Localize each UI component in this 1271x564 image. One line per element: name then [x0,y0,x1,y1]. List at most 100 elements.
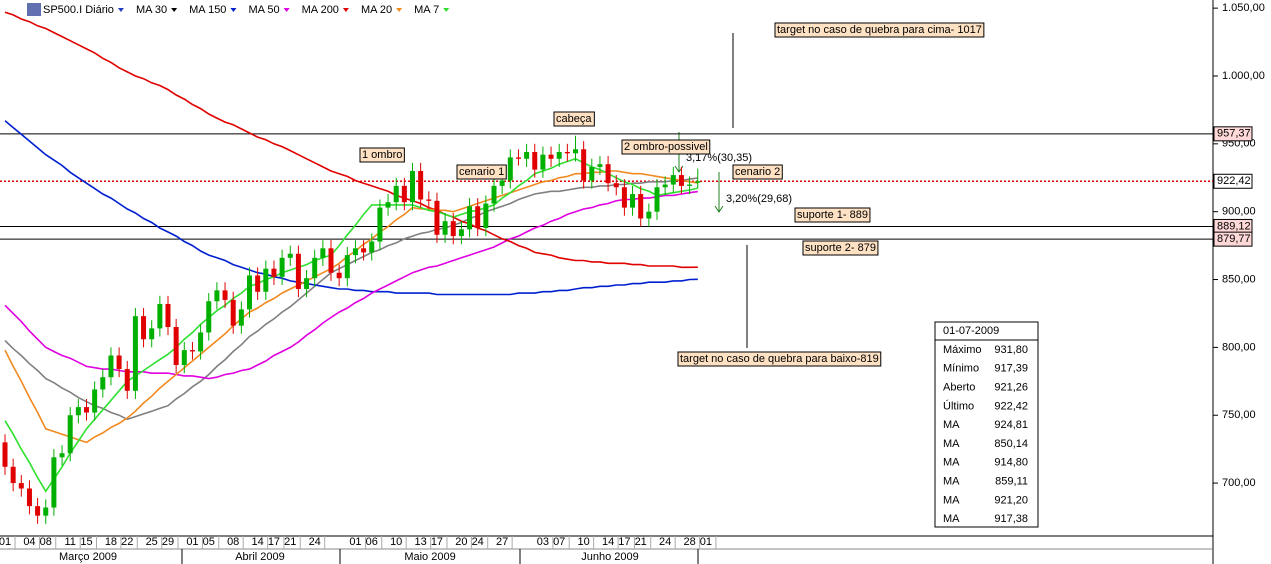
info-label: Mínimo [943,363,979,375]
legend-dropdown[interactable] [342,8,349,12]
info-value: 917,38 [994,513,1028,525]
legend-entry[interactable]: MA 50 [248,4,279,16]
legend-entry[interactable]: MA 150 [189,4,226,16]
candle-body [695,181,701,183]
candle-body [59,453,65,458]
info-date: 01-07-2009 [943,325,999,337]
annotation-box [553,111,595,127]
month-label: Março 2009 [59,551,117,563]
x-tick-label: 05 [203,536,215,548]
candle-body [662,184,668,188]
legend-entry[interactable]: MA 7 [414,4,439,16]
candle-body [75,407,81,416]
annotation-box [802,240,879,256]
info-label: MA [943,494,960,506]
candle-body [597,164,603,167]
y-tick-label: 1.000,00 [1222,70,1265,82]
candle-body [92,389,98,413]
candle-body [654,187,660,212]
info-label: MA [943,457,960,469]
x-tick-label: 13 [415,536,427,548]
candle-body [108,355,114,378]
info-label: Máximo [943,344,982,356]
info-label: MA [943,476,960,488]
candle-body [630,194,636,208]
legend-entry[interactable]: MA 30 [136,4,167,16]
candle-body [450,221,456,237]
candle-body [377,207,383,242]
candle-body [100,377,106,390]
x-tick-label: 01 [700,536,712,548]
candle-body [116,355,122,370]
annotation-box [359,147,405,163]
candle-body [540,154,546,170]
candle-body [35,506,41,516]
x-tick-label: 24 [309,536,321,548]
candle-body [434,200,440,235]
y-tick-label: 850,00 [1222,273,1256,285]
info-label: MA [943,438,960,450]
annotation: 1 ombro [362,149,402,161]
y-tick-label: 900,00 [1222,206,1256,218]
candle-body [295,253,301,290]
y-tick-label: 1.050,00 [1222,2,1265,14]
x-tick-label: 07 [553,536,565,548]
candle-body [287,253,293,258]
legend-dropdown[interactable] [396,8,403,12]
candle-body [361,248,367,253]
x-tick-label: 18 [105,536,117,548]
level-label-box [1213,173,1253,189]
candle-body [491,185,497,204]
candle-body [26,488,32,507]
info-value: 850,14 [994,438,1028,450]
level-label: 957,37 [1217,128,1251,140]
level-label-box [1213,231,1253,247]
info-value: 921,20 [994,494,1028,506]
x-tick-label: 28 [683,536,695,548]
candle-body [564,151,570,154]
candle-body [515,157,521,159]
candle-body [263,268,269,292]
month-label: Junho 2009 [581,551,639,563]
candle-body [238,309,244,326]
ma-line [4,11,698,269]
ma-line [4,190,698,380]
legend-dropdown[interactable] [117,8,124,12]
candle-body [499,180,505,186]
x-tick-label: 01 [186,536,198,548]
candle-body [206,301,212,333]
legend-dropdown[interactable] [171,8,178,12]
legend-entry[interactable]: SP500.I Diário [43,4,114,16]
info-value: 922,42 [994,400,1028,412]
annotation: cenario 1 [459,166,504,178]
annotation-box [732,164,783,180]
legend-entry[interactable]: MA 20 [361,4,392,16]
candle-body [328,248,334,273]
x-tick-label: 21 [284,536,296,548]
legend-dropdown[interactable] [283,8,290,12]
info-value: 924,81 [994,419,1028,431]
x-tick-label: 08 [227,536,239,548]
candle-body [247,275,252,310]
candle-body [385,202,391,208]
candle-body [51,457,57,508]
info-value: 921,26 [994,382,1028,394]
candle-body [556,151,562,159]
annotation-box [621,139,711,155]
candle-body [304,278,310,290]
info-value: 917,39 [994,363,1028,375]
annotation-box [677,351,882,367]
candle-body [670,175,676,185]
annotation: suporte 1- 889 [797,209,868,221]
candle-body [532,151,538,170]
legend-dropdown[interactable] [230,8,237,12]
x-tick-label: 10 [390,536,402,548]
candle-body [2,442,8,467]
level-label: 879,77 [1217,233,1251,245]
annotation: target no caso de quebra para cima- 1017 [777,24,982,36]
candle-body [181,350,187,366]
legend-entry[interactable]: MA 200 [302,4,339,16]
legend-dropdown[interactable] [443,8,450,12]
x-tick-label: 24 [472,536,484,548]
